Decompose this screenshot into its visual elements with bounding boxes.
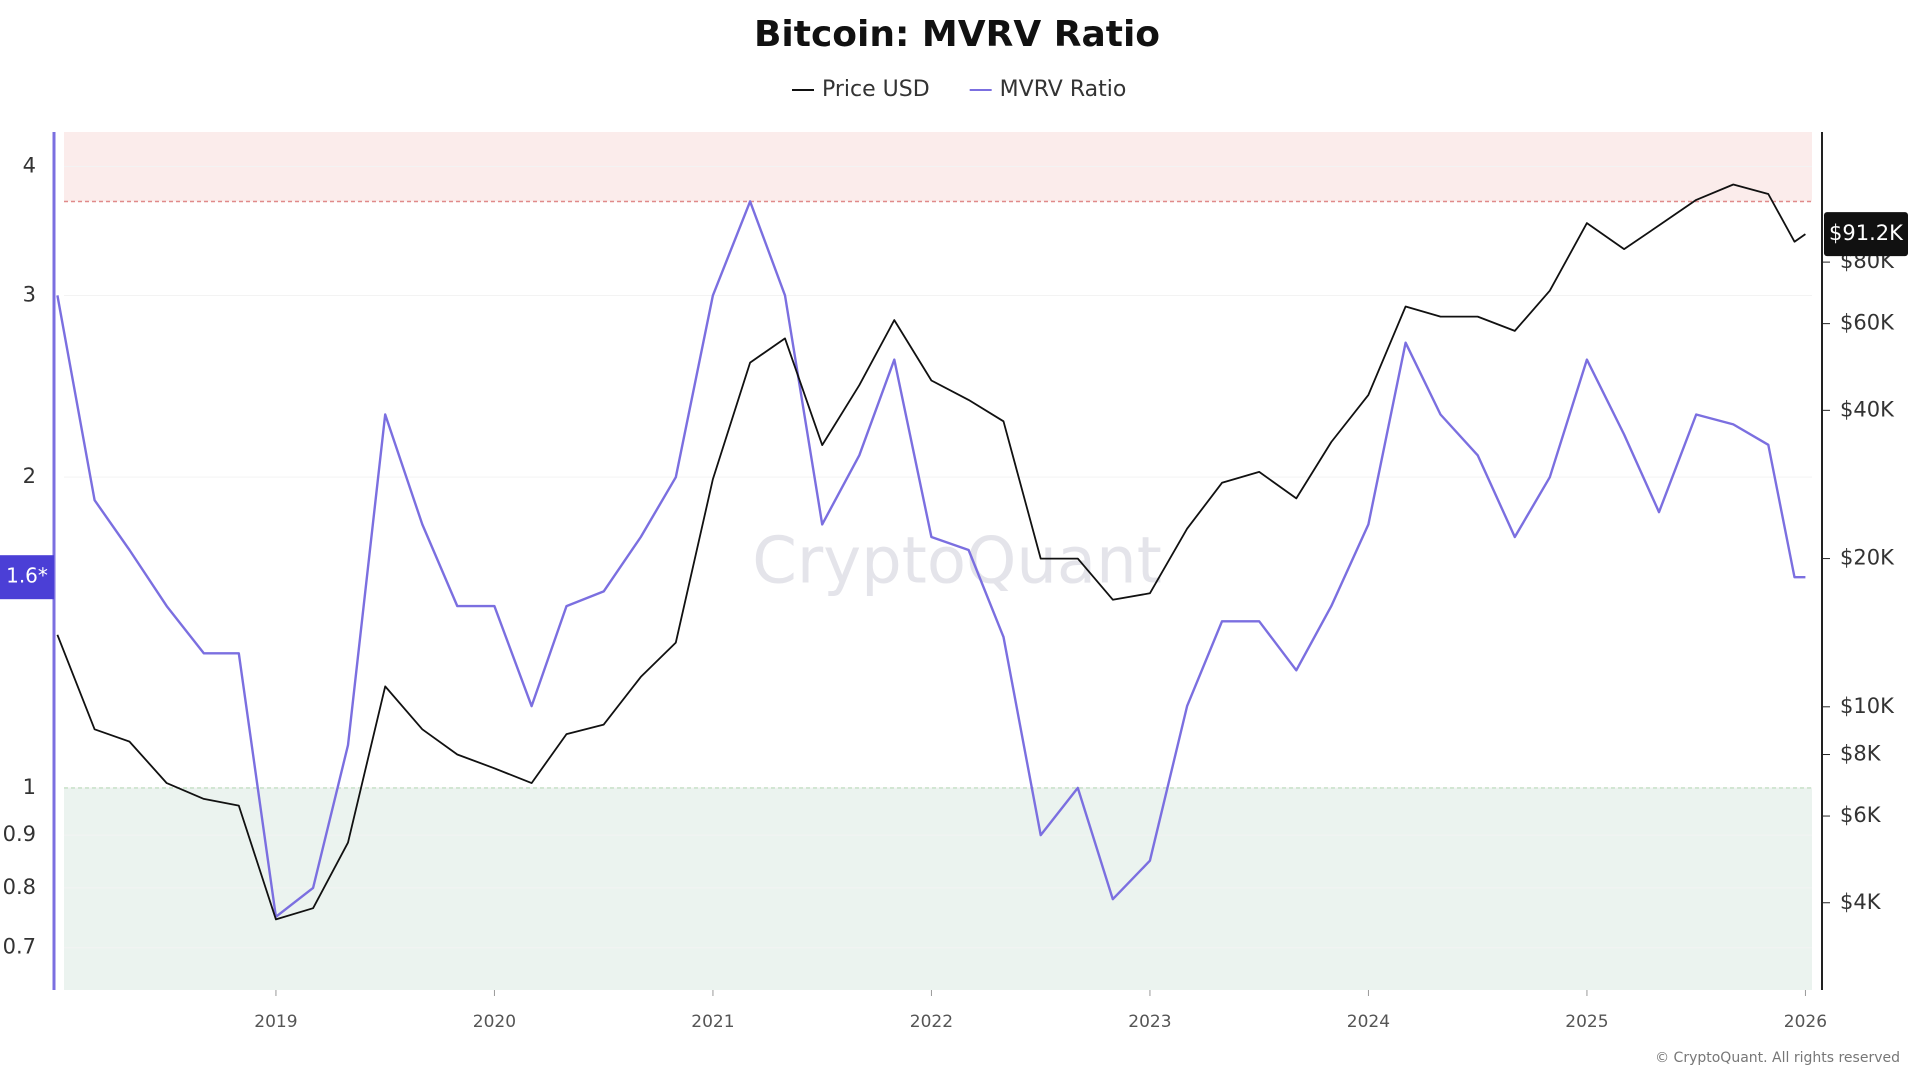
x-tick-label: 2025 [1565,1012,1608,1032]
x-tick-label: 2019 [254,1012,297,1032]
current-mvrv-badge [0,555,54,600]
y2-tick-label: $40K [1840,397,1895,421]
current-price-label: $91.2K [1829,221,1904,245]
y2-tick-label: $8K [1840,742,1882,766]
y2-tick-label: $10K [1840,694,1895,718]
current-price-badge [1824,212,1908,257]
series-line [56,183,1806,921]
y2-tick-label: $4K [1840,890,1882,914]
x-tick-label: 2024 [1347,1012,1390,1032]
x-tick-label: 2023 [1128,1012,1171,1032]
y-tick-label: 0.9 [3,822,36,846]
y-tick-label: 4 [23,153,36,177]
legend-label: Price USD [822,77,930,102]
y2-tick-label: $60K [1840,311,1895,335]
y2-tick-label: $20K [1840,546,1895,570]
watermark: CryptoQuant [752,525,1162,599]
x-tick-label: 2026 [1784,1012,1827,1032]
current-mvrv-label: 1.6* [6,564,48,588]
y-tick-label: 0.7 [3,935,36,959]
chart-title: Bitcoin: MVRV Ratio [754,14,1160,55]
x-tick-label: 2021 [691,1012,734,1032]
legend-label: MVRV Ratio [1000,77,1127,102]
y-tick-label: 3 [23,282,36,306]
x-tick-label: 2020 [473,1012,516,1032]
x-tick-label: 2022 [910,1012,953,1032]
footer: © CryptoQuant. All rights reserved [1655,1050,1900,1066]
y-tick-label: 0.8 [3,875,36,899]
undervalued-zone [64,787,1812,990]
y-tick-label: 2 [23,464,36,488]
series-line [56,200,1806,918]
y2-tick-label: $6K [1840,803,1882,827]
y-tick-label: 1 [23,775,36,799]
